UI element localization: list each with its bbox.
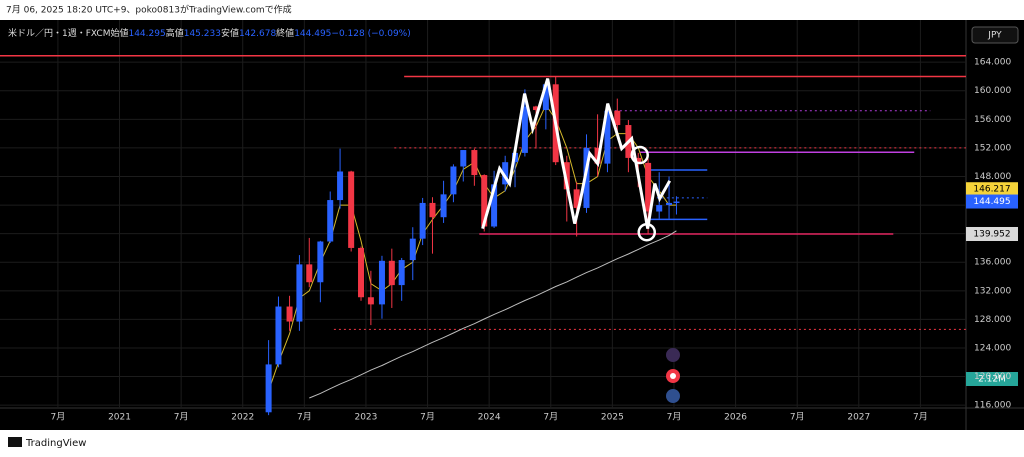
candle-body bbox=[583, 147, 590, 208]
price-marker bbox=[966, 194, 1018, 209]
header: 7月 06, 2025 18:20 UTC+9、poko0813がTrading… bbox=[6, 4, 292, 16]
legend-item: 始値 bbox=[110, 27, 128, 39]
y-tick-label: 148.000 bbox=[974, 172, 1011, 182]
logo bbox=[8, 437, 22, 447]
x-tick-label: 7月 bbox=[297, 412, 312, 423]
candle-body bbox=[317, 241, 324, 283]
plot bbox=[0, 54, 966, 416]
candle-body bbox=[521, 106, 528, 153]
x-tick-label: 2025 bbox=[601, 413, 624, 423]
candle-body bbox=[398, 260, 405, 286]
y-tick-label: 156.000 bbox=[974, 115, 1011, 125]
icon bbox=[670, 373, 676, 379]
legend-item: 145.233 bbox=[184, 29, 221, 39]
candle-body bbox=[635, 157, 642, 163]
candle-body bbox=[358, 247, 365, 298]
price-marker-label: 146.217 bbox=[973, 185, 1010, 195]
price-marker bbox=[966, 182, 1018, 197]
y-tick-label: 120.000 bbox=[974, 372, 1011, 382]
candle-body bbox=[440, 194, 447, 218]
x-tick-label: 2024 bbox=[478, 413, 501, 423]
x-tick-label: 7月 bbox=[543, 412, 558, 423]
candle-body bbox=[429, 202, 436, 218]
price-marker-label: 139.952 bbox=[973, 229, 1010, 239]
circle-marker bbox=[630, 145, 649, 165]
candle-body bbox=[491, 184, 498, 227]
currency-label[interactable]: JPY bbox=[987, 31, 1002, 41]
candle-body bbox=[306, 264, 313, 283]
x-tick-label: 7月 bbox=[790, 412, 805, 423]
candle-body bbox=[573, 189, 580, 208]
candle-body bbox=[460, 150, 467, 167]
candle-body bbox=[502, 162, 509, 185]
legend-item: 米ドル／円・1週・FXCM bbox=[8, 27, 110, 39]
y-tick-label: 164.000 bbox=[974, 58, 1011, 68]
price-marker bbox=[966, 226, 1018, 241]
candle-body bbox=[532, 106, 539, 111]
candle-body bbox=[388, 260, 395, 286]
candle-body bbox=[542, 84, 549, 111]
candle-body bbox=[367, 297, 374, 305]
circle-marker bbox=[637, 222, 657, 242]
candle-body bbox=[614, 110, 621, 126]
legend-item: 終値 bbox=[276, 27, 294, 39]
candle-body bbox=[265, 364, 272, 413]
y-tick-label: 128.000 bbox=[974, 315, 1011, 325]
icon[interactable] bbox=[666, 389, 680, 403]
currency-button[interactable] bbox=[971, 26, 1019, 44]
x-tick-label: 7月 bbox=[913, 412, 928, 423]
candle-body bbox=[666, 202, 673, 206]
candle-body bbox=[450, 166, 457, 195]
zigzag bbox=[481, 78, 672, 230]
legend-item: 高値 bbox=[166, 27, 184, 39]
candle-body bbox=[296, 264, 303, 322]
y-tick-label: 132.000 bbox=[974, 286, 1011, 296]
candle-body bbox=[645, 162, 652, 212]
candle-body bbox=[337, 171, 344, 201]
price-marker-label: 144.495 bbox=[973, 197, 1010, 207]
candle-body bbox=[471, 150, 478, 176]
candle-body bbox=[673, 201, 680, 203]
candle-body bbox=[481, 175, 488, 227]
x-tick-label: 7月 bbox=[174, 412, 189, 423]
legend-item: 安値 bbox=[221, 27, 239, 39]
candle-body bbox=[378, 260, 385, 305]
legend-item: 144.495 bbox=[294, 29, 331, 39]
x-tick-label: 7月 bbox=[667, 412, 682, 423]
x-tick-label: 2023 bbox=[354, 413, 377, 423]
legend-item: −0.128 (−0.09%) bbox=[331, 29, 410, 39]
candle-body bbox=[419, 202, 426, 239]
candle-body bbox=[563, 162, 570, 190]
x-tick-label: 2022 bbox=[231, 413, 254, 423]
legend-item: 144.295 bbox=[128, 29, 165, 39]
x-tick-label: 7月 bbox=[420, 412, 435, 423]
legend-item: 142.678 bbox=[239, 29, 276, 39]
candle-body bbox=[327, 200, 334, 242]
volume-marker bbox=[966, 372, 1018, 386]
candle-body bbox=[409, 238, 416, 261]
x-tick-label: 7月 bbox=[51, 412, 66, 423]
y-tick-label: 160.000 bbox=[974, 86, 1011, 96]
candle-body bbox=[656, 205, 663, 212]
y-tick-label: 116.000 bbox=[974, 401, 1011, 411]
footer: TradingView bbox=[25, 438, 86, 449]
icon[interactable] bbox=[666, 348, 680, 362]
candle-body bbox=[275, 306, 282, 365]
legend: 米ドル／円・1週・FXCM始値144.295高値145.233安値142.678… bbox=[8, 27, 411, 39]
moving-average bbox=[309, 230, 677, 399]
volume-label: 2.12M bbox=[978, 375, 1006, 385]
candle-body bbox=[348, 171, 355, 248]
y-tick-label: 124.000 bbox=[974, 343, 1011, 353]
candle-body bbox=[286, 306, 293, 322]
grid bbox=[0, 20, 966, 408]
x-tick-label: 2021 bbox=[108, 413, 131, 423]
x-tick-label: 2027 bbox=[847, 413, 870, 423]
x-tick-label: 2026 bbox=[724, 413, 747, 423]
y-tick-label: 136.000 bbox=[974, 258, 1011, 268]
chart-bg bbox=[0, 20, 1024, 430]
candle-body bbox=[604, 110, 611, 164]
y-tick-label: 152.000 bbox=[974, 143, 1011, 153]
